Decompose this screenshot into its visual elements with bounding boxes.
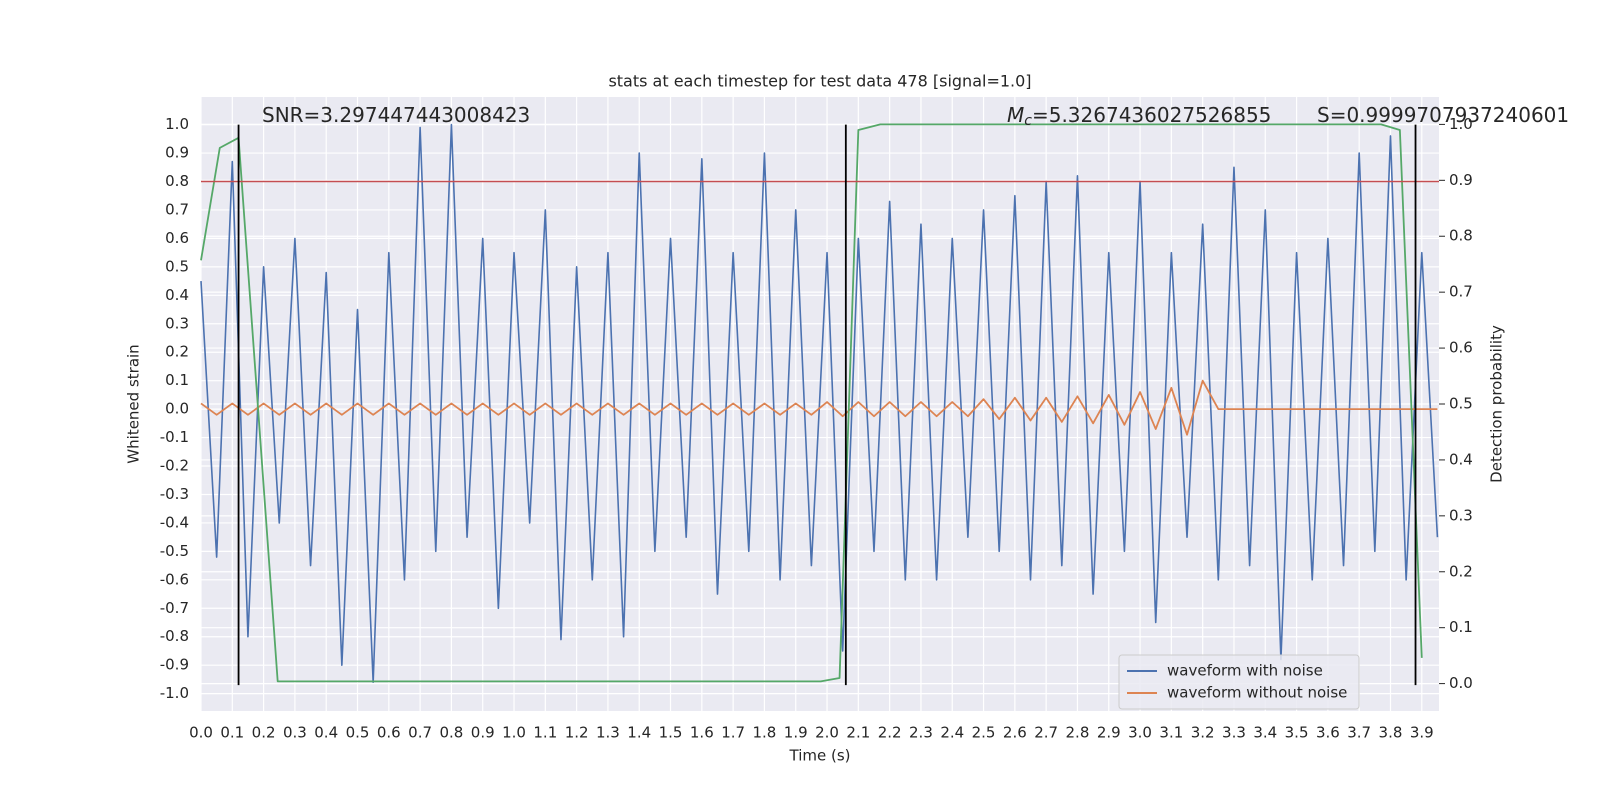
x-tick-label: 0.2 <box>252 724 276 742</box>
annotation-text: S=0.9999707937240601 <box>1317 103 1569 127</box>
y-tick-label: 0.1 <box>165 371 189 389</box>
y-tick-label: -1.0 <box>160 684 189 702</box>
x-tick-label: 3.0 <box>1128 724 1152 742</box>
legend-label: waveform without noise <box>1167 684 1347 702</box>
x-tick-label: 3.9 <box>1410 724 1434 742</box>
legend-label: waveform with noise <box>1167 662 1323 680</box>
x-tick-label: 0.9 <box>471 724 495 742</box>
x-tick-label: 1.0 <box>502 724 526 742</box>
x-tick-label: 2.9 <box>1097 724 1121 742</box>
y-tick-label: -0.8 <box>160 627 189 645</box>
y2-tick-label: 0.1 <box>1449 618 1473 636</box>
x-tick-label: 2.2 <box>878 724 902 742</box>
y2-tick-label: 0.9 <box>1449 171 1473 189</box>
x-tick-label: 2.1 <box>846 724 870 742</box>
y-tick-label: 0.7 <box>165 200 189 218</box>
series-line <box>200 123 1423 683</box>
y2-axis-label: Detection probability <box>1488 325 1506 483</box>
y-tick-label: -0.4 <box>160 513 189 531</box>
x-tick-label: 1.7 <box>721 724 745 742</box>
x-tick-label: 0.7 <box>408 724 432 742</box>
y-tick-label: 0.3 <box>165 314 189 332</box>
x-tick-label: 3.1 <box>1159 724 1183 742</box>
x-tick-label: 0.6 <box>377 724 401 742</box>
y-tick-label: 0.9 <box>165 144 189 162</box>
legend-box <box>1118 654 1360 710</box>
x-tick-label: 3.3 <box>1222 724 1246 742</box>
x-tick-label: 2.3 <box>909 724 933 742</box>
x-tick-label: 2.8 <box>1066 724 1090 742</box>
y-tick-label: -0.5 <box>160 542 189 560</box>
y-tick-label: 0.2 <box>165 343 189 361</box>
y-tick-label: 0.5 <box>165 257 189 275</box>
y-tick-label: -0.1 <box>160 428 189 446</box>
y2-tick-label: 0.2 <box>1449 562 1473 580</box>
x-tick-label: 0.8 <box>439 724 463 742</box>
x-tick-label: 1.9 <box>784 724 808 742</box>
x-tick-label: 1.2 <box>565 724 589 742</box>
x-tick-label: 0.5 <box>346 724 370 742</box>
y2-tick-label: 0.4 <box>1449 450 1473 468</box>
x-tick-label: 3.6 <box>1316 724 1340 742</box>
x-tick-label: 0.3 <box>283 724 307 742</box>
x-tick-label: 1.1 <box>533 724 557 742</box>
x-tick-label: 2.5 <box>972 724 996 742</box>
x-tick-label: 3.7 <box>1347 724 1371 742</box>
x-tick-label: 2.6 <box>1003 724 1027 742</box>
annotation: Mc=5.3267436027526855 <box>1007 103 1271 130</box>
x-tick-label: 3.4 <box>1253 724 1277 742</box>
annotation-subscript: c <box>1024 113 1032 129</box>
x-tick-label: 1.5 <box>659 724 683 742</box>
y2-tick-label: 0.8 <box>1449 227 1473 245</box>
x-tick-label: 1.3 <box>596 724 620 742</box>
y-tick-label: 0.6 <box>165 229 189 247</box>
annotation-text: =5.3267436027526855 <box>1032 103 1271 127</box>
y2-tick-label: 0.5 <box>1449 395 1473 413</box>
x-tick-label: 1.6 <box>690 724 714 742</box>
annotation: SNR=3.297447443008423 <box>262 103 530 127</box>
x-tick-label: 2.7 <box>1034 724 1058 742</box>
legend: waveform with noise waveform without nois… <box>1118 654 1360 710</box>
y-tick-label: 0.4 <box>165 286 189 304</box>
x-tick-label: 1.8 <box>753 724 777 742</box>
y2-tick-label: 1.0 <box>1449 115 1473 133</box>
y-tick-label: -0.3 <box>160 485 189 503</box>
y-tick-label: -0.2 <box>160 457 189 475</box>
x-tick-label: 2.0 <box>815 724 839 742</box>
y2-tick-label: 0.3 <box>1449 506 1473 524</box>
chart-title: stats at each timestep for test data 478… <box>608 72 1031 91</box>
x-tick-label: 0.1 <box>220 724 244 742</box>
y-tick-label: 0.8 <box>165 172 189 190</box>
x-tick-label: 0.4 <box>314 724 338 742</box>
x-tick-label: 2.4 <box>940 724 964 742</box>
x-axis-label: Time (s) <box>789 747 851 765</box>
y-tick-label: 1.0 <box>165 115 189 133</box>
x-tick-label: 3.2 <box>1191 724 1215 742</box>
y-tick-label: 0.0 <box>165 400 189 418</box>
y2-tick-label: 0.7 <box>1449 283 1473 301</box>
x-tick-label: 0.0 <box>189 724 213 742</box>
y-axis-label: Whitened strain <box>125 344 143 463</box>
annotation-symbol: M <box>1007 103 1024 127</box>
x-tick-label: 1.4 <box>627 724 651 742</box>
y-tick-label: -0.7 <box>160 599 189 617</box>
y-tick-label: -0.6 <box>160 570 189 588</box>
y2-tick-label: 0.6 <box>1449 339 1473 357</box>
annotation-text: SNR=3.297447443008423 <box>262 103 530 127</box>
y-tick-label: -0.9 <box>160 656 189 674</box>
x-tick-label: 3.5 <box>1285 724 1309 742</box>
x-tick-label: 3.8 <box>1379 724 1403 742</box>
annotation: S=0.9999707937240601 <box>1317 103 1569 127</box>
series-line <box>200 379 1438 436</box>
y2-tick-label: 0.0 <box>1449 674 1473 692</box>
